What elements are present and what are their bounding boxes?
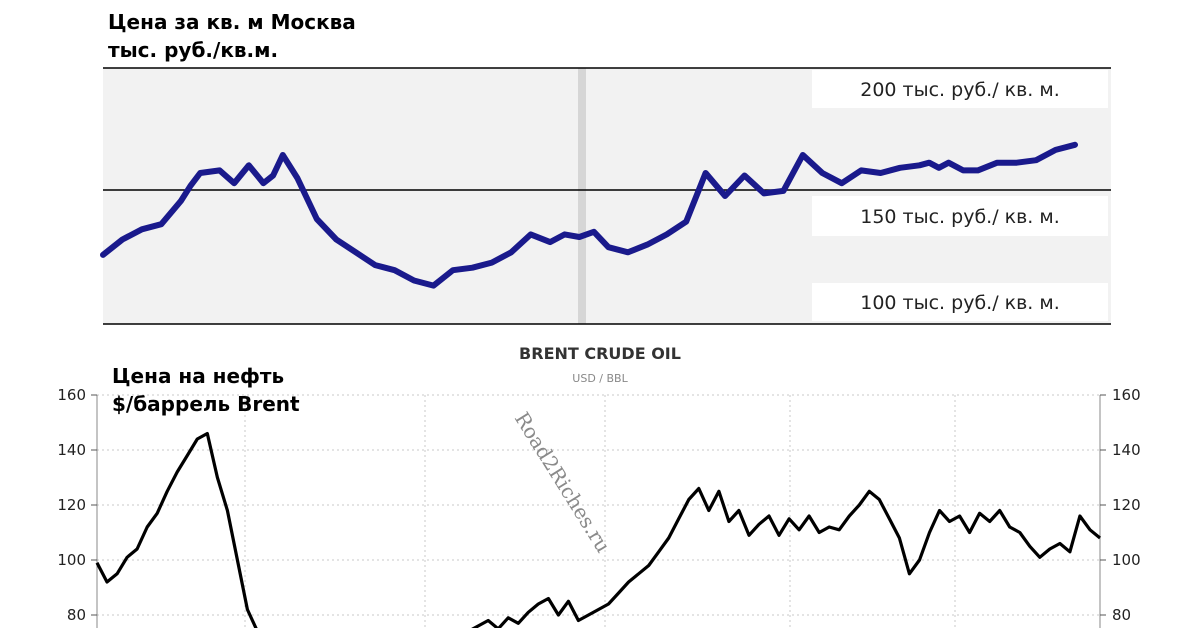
moscow-price-heading: Цена за кв. м Москва тыс. руб./кв.м. — [108, 8, 356, 64]
oil-tick-label-right-80: 80 — [1112, 606, 1131, 624]
ref-label-box-200 — [812, 70, 1108, 108]
ref-label-150: 150 тыс. руб./ кв. м. — [860, 206, 1060, 228]
moscow-price-title: Цена за кв. м Москва — [108, 10, 356, 34]
oil-price-title: Цена на нефть — [112, 364, 285, 388]
oil-tick-label-left-100: 100 — [57, 551, 86, 569]
brent-chart-title: BRENT CRUDE OIL — [519, 344, 681, 363]
moscow-price-line — [100, 141, 1078, 289]
ref-label-200: 200 тыс. руб./ кв. м. — [860, 79, 1060, 101]
moscow-chart-divider — [578, 68, 586, 324]
ref-label-100: 100 тыс. руб./ кв. м. — [860, 292, 1060, 314]
oil-chart-grid — [97, 394, 1100, 628]
oil-y-ticks: 160 160 140 140 120 120 100 100 80 80 — [57, 386, 1140, 624]
brent-chart-subtitle: USD / BBL — [572, 372, 628, 385]
oil-price-heading: Цена на нефть $/баррель Brent — [112, 362, 300, 418]
oil-tick-label-left-140: 140 — [57, 441, 86, 459]
moscow-price-unit: тыс. руб./кв.м. — [108, 38, 279, 62]
oil-tick-label-right-120: 120 — [1112, 496, 1141, 514]
oil-tick-label-right-160: 160 — [1112, 386, 1141, 404]
ref-label-box-100 — [812, 283, 1108, 321]
oil-tick-label-left-160: 160 — [57, 386, 86, 404]
oil-tick-label-left-80: 80 — [67, 606, 86, 624]
oil-tick-label-right-100: 100 — [1112, 551, 1141, 569]
oil-price-unit: $/баррель Brent — [112, 392, 300, 416]
oil-tick-label-left-120: 120 — [57, 496, 86, 514]
ref-label-box-150 — [812, 196, 1108, 236]
brent-price-line — [95, 431, 1102, 628]
oil-tick-label-right-140: 140 — [1112, 441, 1141, 459]
